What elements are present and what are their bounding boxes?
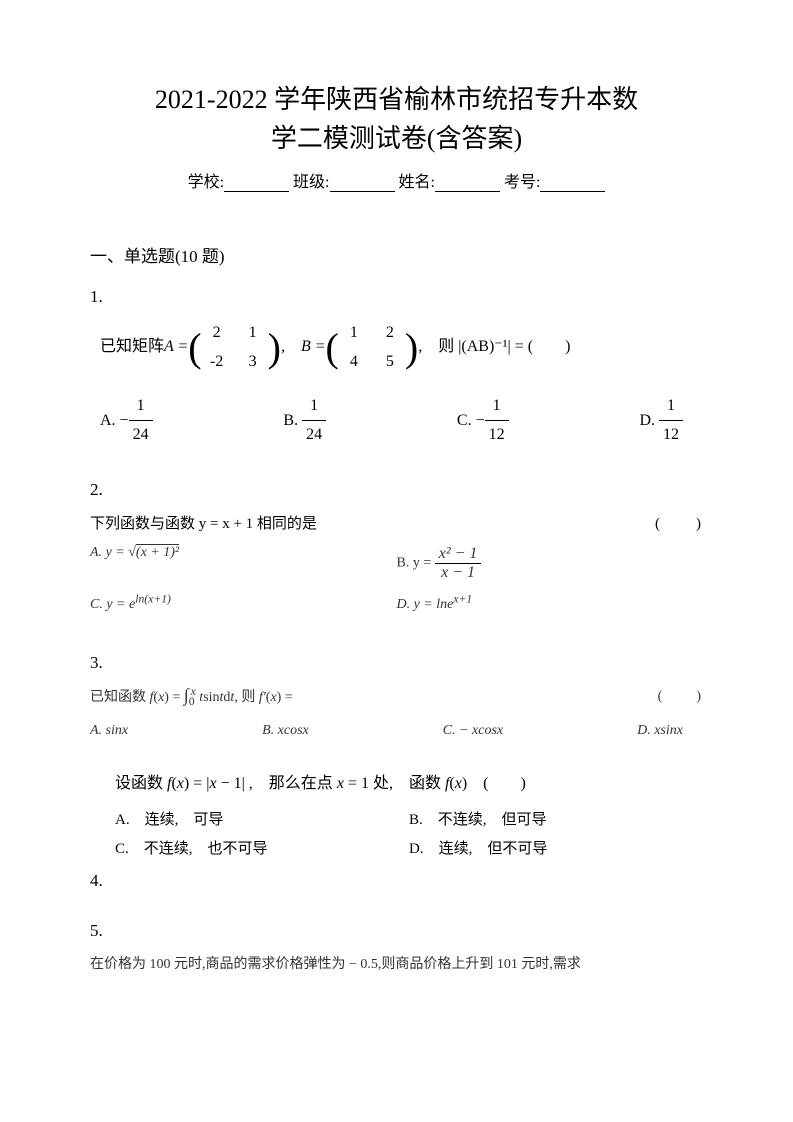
q1-suffix: , 则 |(AB)⁻¹| = ( ) (418, 333, 570, 362)
title-line1: 2021-2022 学年陕西省榆林市统招专升本数 (155, 85, 638, 114)
q4-opt-A: A. 连续, 可导 (115, 808, 409, 829)
q4-opt-D: D. 连续, 但不可导 (409, 837, 703, 858)
q1-opt-D: D. 112 (639, 392, 683, 451)
q2-opt-D: D. y = lnex+1 (397, 592, 704, 613)
q1-opt-B: B. 124 (283, 392, 326, 451)
q3-opt-C: C. − xcosx (443, 723, 503, 739)
q4-number: 4. (90, 871, 703, 891)
q1-matrix-B: ( 12 45 ) (326, 319, 419, 377)
q4-options: A. 连续, 可导 B. 不连续, 但可导 C. 不连续, 也不可导 D. 连续… (115, 808, 703, 866)
name-label: 姓名: (399, 174, 435, 191)
q1-prefix: 已知矩阵 (100, 333, 164, 362)
q2-options: A. y = √(x + 1)² B. y = x² − 1x − 1 C. y… (90, 545, 703, 623)
student-info-line: 学校: 班级: 姓名: 考号: (90, 168, 703, 192)
q2-opt-A: A. y = √(x + 1)² (90, 545, 397, 582)
q3-opt-B: B. xcosx (262, 723, 309, 739)
q1-B-eq: , B = (281, 333, 326, 362)
q3-opt-A: A. sinx (90, 723, 128, 739)
school-field[interactable] (224, 174, 289, 192)
q1-opt-A: A. −124 (100, 392, 153, 451)
q2-opt-B: B. y = x² − 1x − 1 (397, 545, 704, 582)
q4-stem: 设函数 f(x) = |x − 1| , 那么在点 x = 1 处, 函数 f(… (115, 769, 703, 793)
question-4: 设函数 f(x) = |x − 1| , 那么在点 x = 1 处, 函数 f(… (90, 769, 703, 891)
q5-number: 5. (90, 921, 703, 941)
exam-no-label: 考号: (504, 174, 540, 191)
question-5: 5. 在价格为 100 元时,商品的需求价格弹性为 − 0.5,则商品价格上升到… (90, 921, 703, 973)
q2-opt-C: C. y = eln(x+1) (90, 592, 397, 613)
q4-opt-C: C. 不连续, 也不可导 (115, 837, 409, 858)
q2-stem: 下列函数与函数 y = x + 1 相同的是 ( ) (90, 512, 703, 533)
q3-stem: 已知函数 f(x) = ∫0x tsintdt, 则 f′(x) = ( ) (90, 685, 703, 708)
q3-number: 3. (90, 653, 703, 673)
school-label: 学校: (188, 174, 224, 191)
class-field[interactable] (330, 174, 395, 192)
q1-number: 1. (90, 287, 703, 307)
q5-stem: 在价格为 100 元时,商品的需求价格弹性为 − 0.5,则商品价格上升到 10… (90, 953, 703, 973)
q1-options: A. −124 B. 124 C. −112 D. 112 (100, 392, 703, 451)
title-line2: 学二模测试卷(含答案) (271, 124, 522, 153)
q4-opt-B: B. 不连续, 但可导 (409, 808, 703, 829)
q2-number: 2. (90, 480, 703, 500)
q3-options: A. sinx B. xcosx C. − xcosx D. xsinx (90, 723, 703, 739)
exam-no-field[interactable] (540, 174, 605, 192)
exam-title: 2021-2022 学年陕西省榆林市统招专升本数 学二模测试卷(含答案) (90, 80, 703, 158)
q1-opt-C: C. −112 (457, 392, 509, 451)
section-1-title: 一、单选题(10 题) (90, 242, 703, 267)
question-2: 2. 下列函数与函数 y = x + 1 相同的是 ( ) A. y = √(x… (90, 480, 703, 623)
q1-matrix-A: ( 21 -23 ) (188, 319, 281, 377)
name-field[interactable] (435, 174, 500, 192)
q3-opt-D: D. xsinx (637, 723, 683, 739)
question-1: 1. 已知矩阵 A = ( 21 -23 ) , B = ( 12 45 ) (90, 287, 703, 450)
question-3: 3. 已知函数 f(x) = ∫0x tsintdt, 则 f′(x) = ( … (90, 653, 703, 739)
q1-A-eq: A = (164, 333, 188, 362)
class-label: 班级: (293, 174, 329, 191)
q1-stem: 已知矩阵 A = ( 21 -23 ) , B = ( 12 45 ) , 则 … (100, 319, 703, 377)
